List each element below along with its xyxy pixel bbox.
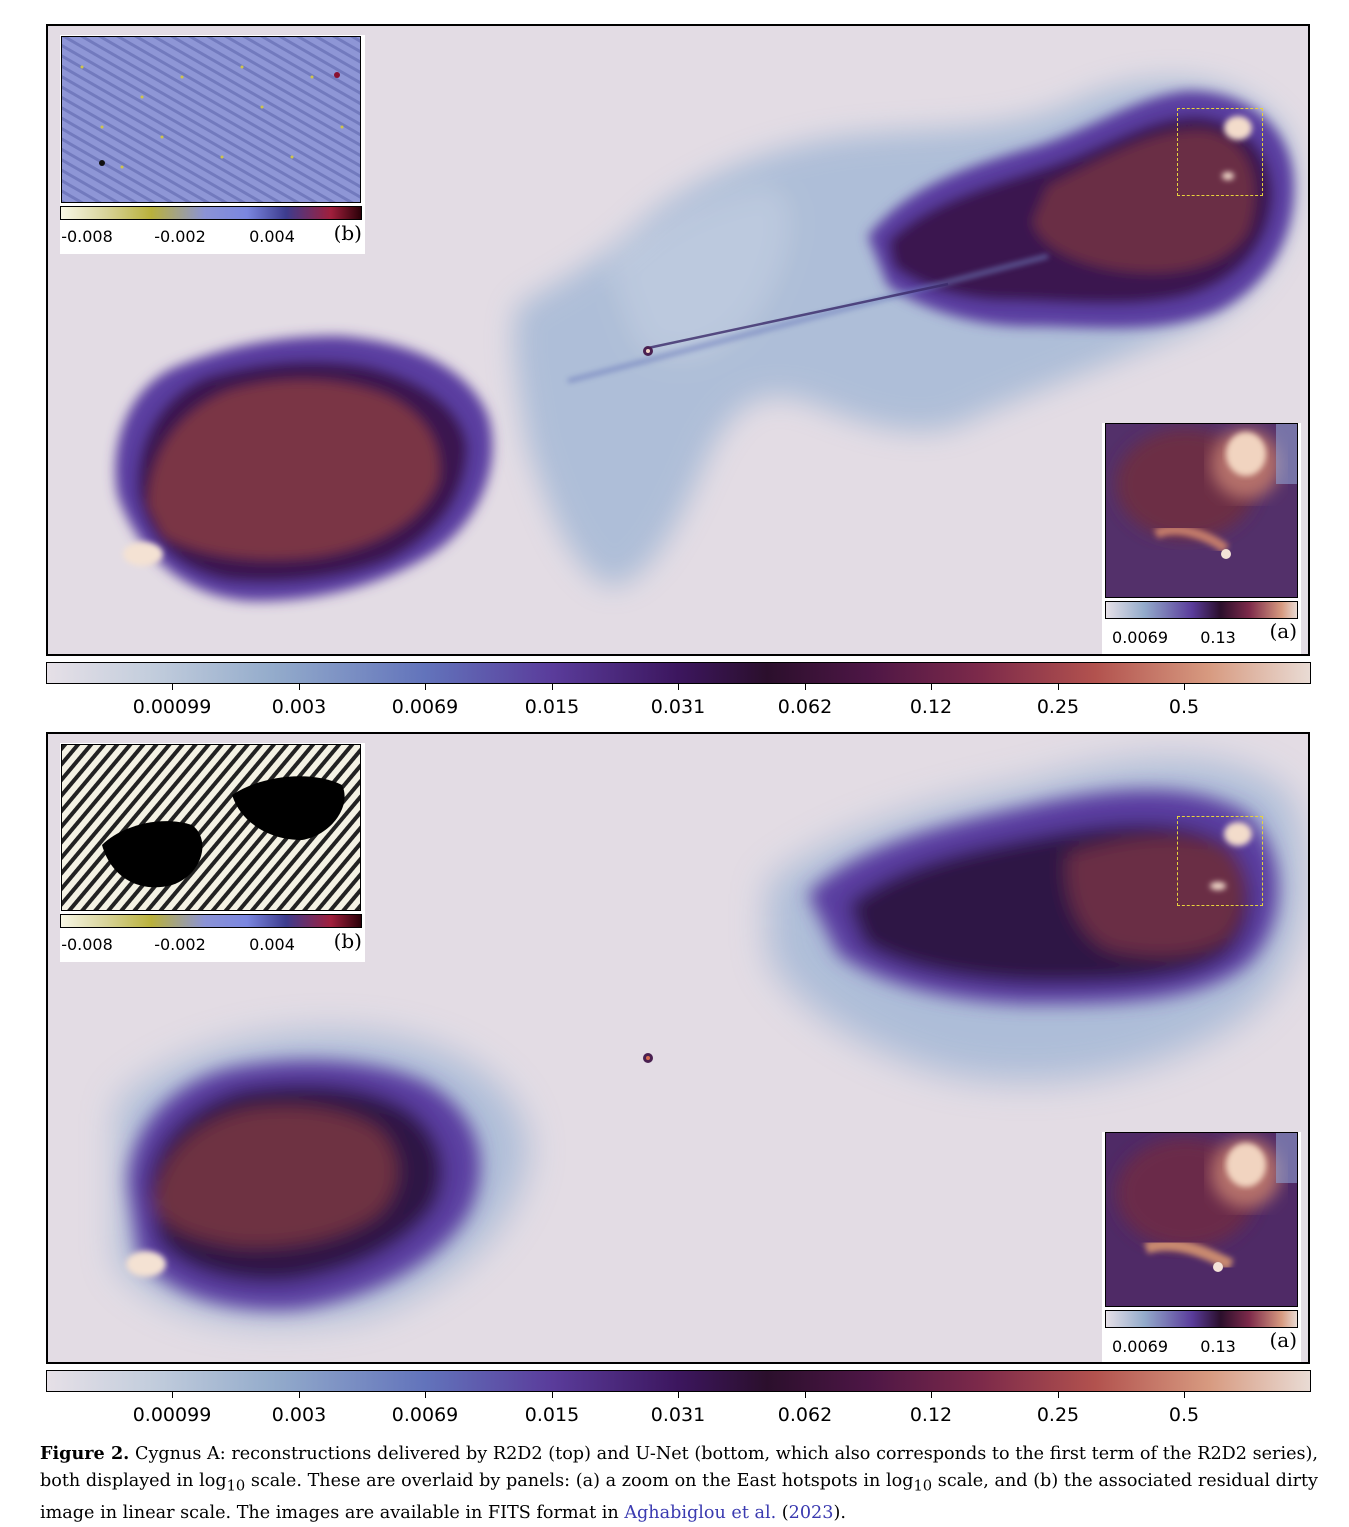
zoom-region-box (1177, 816, 1263, 906)
residual-image-r2d2 (61, 36, 361, 203)
residual-colorbar (60, 206, 362, 220)
colorbar-tick-label: 0.5 (1168, 1404, 1200, 1426)
residual-tick: 0.004 (249, 935, 295, 954)
caption-text: Cygnus A: reconstructions delivered by R… (40, 1444, 1318, 1491)
figure-label: Figure 2. (40, 1443, 130, 1464)
residual-tick: -0.002 (154, 935, 206, 954)
residual-colorbar (60, 914, 362, 928)
zoom-tick: 0.0069 (1112, 1337, 1168, 1356)
inset-a-tag: (a) (1269, 1328, 1297, 1352)
residual-inset-b: -0.008 -0.002 0.004 (b) (60, 743, 365, 962)
r2d2-image (115, 79, 1294, 601)
caption-text: scale, and (b) the associated residual d… (40, 1471, 1318, 1523)
unet-image (118, 759, 1305, 1324)
colorbar-tick-label: 0.031 (650, 1404, 706, 1426)
hotspot-zoom-unet (1105, 1132, 1298, 1307)
residual-inset-b: -0.008 -0.002 0.004 (b) (60, 35, 365, 254)
residual-image-unet (61, 744, 361, 911)
zoom-tick: 0.13 (1200, 628, 1236, 647)
colorbar-tick-label: 0.031 (650, 696, 706, 718)
colorbar-tick-label: 0.00099 (132, 696, 212, 718)
residual-tick: 0.004 (249, 227, 295, 246)
residual-tick: -0.008 (61, 935, 113, 954)
colorbar-tick-label: 0.062 (777, 696, 833, 718)
top-colorbar-ticks: 0.00099 0.003 0.0069 0.015 0.031 0.062 0… (46, 684, 1311, 718)
bottom-panel-unet: -0.008 -0.002 0.004 (b) 0.0069 0.13 (a) (46, 732, 1310, 1364)
residual-tick: -0.008 (61, 227, 113, 246)
colorbar-tick-label: 0.003 (271, 1404, 327, 1426)
bottom-colorbar (46, 1370, 1311, 1392)
colorbar-tick-label: 0.25 (1036, 696, 1080, 718)
citation-link[interactable]: Aghabiglou et al. (624, 1502, 777, 1523)
inset-b-tag: (b) (333, 929, 362, 953)
colorbar-tick-label: 0.003 (271, 696, 327, 718)
colorbar-tick-label: 0.0069 (391, 696, 459, 718)
hotspot-zoom-r2d2 (1105, 423, 1298, 598)
zoom-tick: 0.0069 (1112, 628, 1168, 647)
top-colorbar (46, 662, 1311, 684)
colorbar-tick-label: 0.015 (524, 1404, 580, 1426)
colorbar-tick-label: 0.062 (777, 1404, 833, 1426)
colorbar-tick-label: 0.12 (909, 696, 953, 718)
caption-subscript: 10 (226, 1477, 246, 1495)
top-panel-r2d2: -0.008 -0.002 0.004 (b) 0.0069 0.13 (a) (46, 24, 1310, 656)
colorbar-tick-label: 0.00099 (132, 1404, 212, 1426)
inset-b-tag: (b) (333, 221, 362, 245)
caption-text: ( (776, 1502, 789, 1523)
zoom-colorbar (1105, 601, 1298, 619)
colorbar-tick-label: 0.015 (524, 696, 580, 718)
inset-a-tag: (a) (1269, 619, 1297, 643)
bottom-colorbar-ticks: 0.00099 0.003 0.0069 0.015 0.031 0.062 0… (46, 1392, 1311, 1426)
figure-caption: Figure 2. Cygnus A: reconstructions deli… (40, 1440, 1318, 1527)
zoom-tick: 0.13 (1200, 1337, 1236, 1356)
zoom-inset-a: 0.0069 0.13 (a) (1102, 423, 1301, 654)
colorbar-tick-label: 0.25 (1036, 1404, 1080, 1426)
caption-text: ). (833, 1502, 846, 1523)
citation-year-link[interactable]: 2023 (788, 1502, 834, 1523)
zoom-inset-a: 0.0069 0.13 (a) (1102, 1132, 1301, 1362)
colorbar-tick-label: 0.0069 (391, 1404, 459, 1426)
residual-tick: -0.002 (154, 227, 206, 246)
colorbar-tick-label: 0.5 (1168, 696, 1200, 718)
caption-subscript: 10 (913, 1477, 933, 1495)
colorbar-tick-label: 0.12 (909, 1404, 953, 1426)
zoom-colorbar (1105, 1310, 1298, 1328)
caption-text: scale. These are overlaid by panels: (a)… (245, 1471, 914, 1491)
zoom-region-box (1177, 108, 1263, 196)
